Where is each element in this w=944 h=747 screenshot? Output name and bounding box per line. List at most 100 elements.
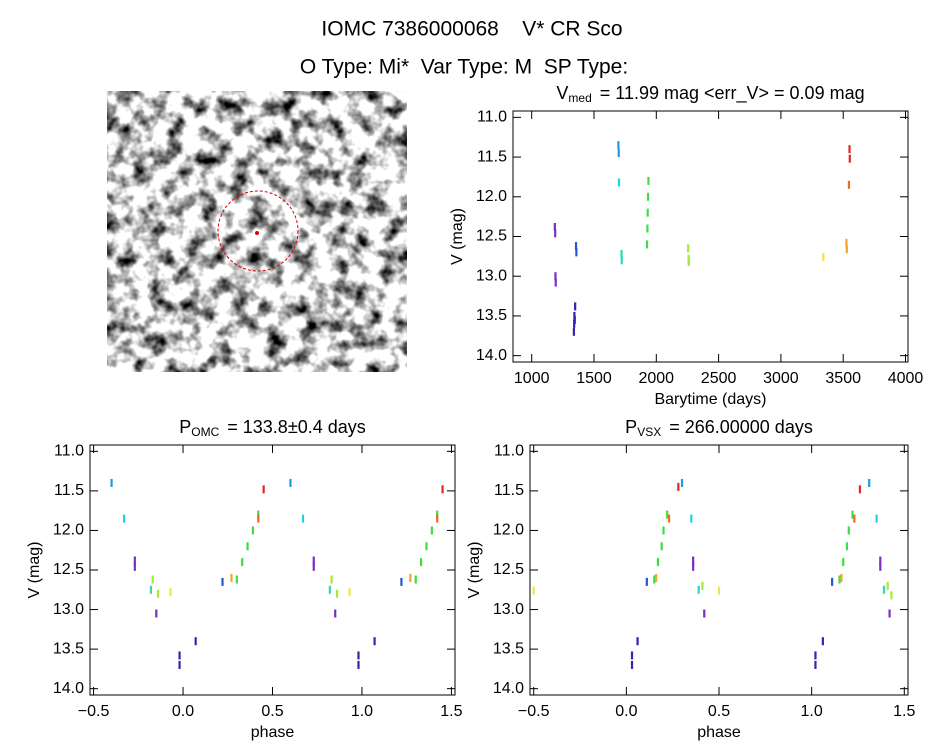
data-point: [420, 558, 423, 567]
chart-title: Vmed = 11.99 mag <err_V> = 0.09 mag: [556, 83, 864, 105]
x-tick-label: 1.0: [351, 703, 373, 720]
y-tick-label: 14.0: [493, 680, 524, 697]
data-point: [230, 573, 233, 582]
y-tick-label: 12.5: [476, 228, 507, 245]
data-point: [653, 575, 656, 584]
data-point: [430, 526, 433, 535]
data-point: [221, 577, 224, 586]
data-point: [246, 542, 249, 551]
data-point: [690, 514, 693, 523]
data-point: [703, 609, 706, 618]
x-tick-label: 0.0: [172, 703, 194, 720]
data-point: [662, 526, 665, 535]
data-point: [890, 591, 893, 600]
data-point: [680, 478, 684, 487]
x-tick-label: −0.5: [78, 703, 110, 720]
sky-image: [107, 91, 407, 372]
data-point: [572, 327, 576, 336]
data-point: [848, 145, 851, 154]
data-point: [574, 302, 577, 311]
data-point: [701, 581, 704, 590]
data-point: [888, 609, 891, 618]
x-tick-label: 1000: [514, 370, 550, 387]
data-point: [312, 562, 315, 571]
data-point: [677, 482, 680, 491]
data-point: [845, 238, 848, 247]
plot-frame: [529, 444, 909, 696]
x-tick-label: 3000: [763, 370, 799, 387]
data-point: [155, 609, 158, 618]
data-point: [301, 514, 305, 523]
data-point: [262, 485, 265, 494]
data-point: [328, 585, 331, 594]
data-point: [848, 154, 851, 163]
title-main: P: [625, 417, 637, 437]
y-tick-label: 13.5: [476, 307, 507, 324]
y-tick-label: 11.5: [494, 482, 524, 499]
title-rest: = 133.8±0.4 days: [227, 417, 365, 437]
data-point: [357, 660, 360, 669]
data-point: [110, 478, 113, 487]
data-point: [425, 542, 428, 551]
data-point: [122, 514, 126, 523]
data-point: [840, 573, 843, 582]
y-axis-label: V (mag): [26, 542, 43, 599]
data-point: [554, 229, 557, 238]
y-axis-label: V (mag): [466, 542, 483, 599]
data-point: [879, 556, 882, 565]
y-tick-label: 12.0: [493, 522, 524, 539]
y-tick-label: 11.5: [477, 148, 507, 165]
data-point: [814, 660, 817, 669]
data-point: [692, 562, 695, 571]
data-point: [879, 562, 882, 571]
data-point: [241, 558, 244, 567]
data-point: [436, 514, 439, 523]
data-point: [845, 245, 848, 254]
data-point: [414, 575, 417, 584]
data-point: [646, 192, 650, 201]
page-title: IOMC 7386000068 V* CR Sco: [321, 18, 622, 41]
data-point: [822, 253, 825, 262]
y-tick-label: 11.0: [494, 443, 524, 460]
data-point: [868, 478, 871, 487]
data-point: [630, 651, 634, 660]
target-circle: [217, 190, 299, 272]
data-point: [851, 510, 854, 519]
x-tick-label: 2500: [701, 370, 737, 387]
chart-title: POMC = 133.8±0.4 days: [179, 417, 366, 439]
data-point: [178, 660, 181, 669]
data-point: [620, 249, 623, 258]
x-tick-label: 1.5: [440, 703, 462, 720]
data-point: [257, 514, 260, 523]
data-point: [289, 478, 292, 487]
y-axis-label: V (mag): [449, 208, 466, 265]
data-point: [718, 586, 721, 595]
data-point: [886, 581, 889, 590]
data-point: [617, 141, 620, 150]
data-point: [647, 176, 650, 185]
x-axis-label: phase: [251, 724, 295, 741]
title-sub: med: [568, 91, 591, 105]
data-point: [853, 514, 856, 523]
data-point: [151, 575, 154, 584]
data-point: [645, 577, 648, 586]
y-tick-label: 12.0: [476, 188, 507, 205]
x-tick-label: −0.5: [518, 703, 550, 720]
data-point: [574, 242, 578, 251]
data-point: [845, 542, 849, 551]
title-main: V: [556, 83, 568, 103]
data-point: [554, 278, 557, 287]
y-tick-label: 11.0: [477, 109, 507, 126]
plot-frame: [89, 444, 456, 696]
y-tick-label: 13.5: [53, 640, 84, 657]
data-point: [617, 178, 621, 187]
y-tick-label: 12.5: [53, 561, 84, 578]
x-tick-label: 3500: [825, 370, 861, 387]
chart: PVSX = 266.00000 days phase V (mag) −0.5 0.0 0…: [466, 417, 915, 741]
y-tick-label: 12.0: [53, 522, 84, 539]
data-point: [617, 149, 620, 158]
data-point: [697, 585, 700, 594]
x-tick-label: 4000: [888, 370, 924, 387]
y-tick-label: 11.5: [54, 482, 84, 499]
